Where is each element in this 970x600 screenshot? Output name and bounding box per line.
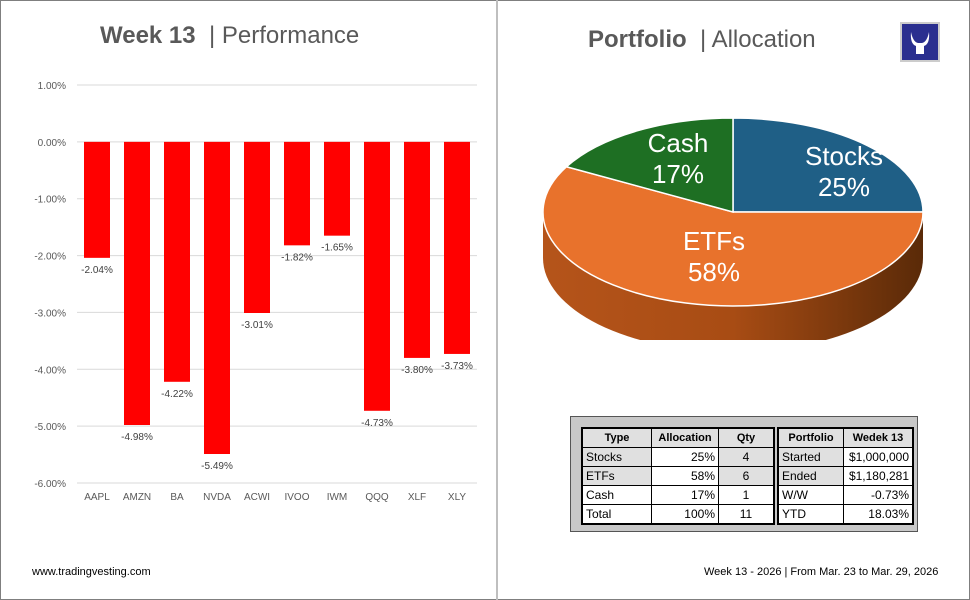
cell: ETFs — [581, 466, 652, 486]
performance-title: Week 13 | Performance — [100, 22, 360, 49]
bar-amzn — [124, 141, 150, 426]
performance-bar-chart: 1.00% 0.00% -1.00% -2.00% -3.00% -4.00% -5.00%… — [34, 81, 477, 503]
x-tick-label: IVOO — [284, 492, 309, 503]
x-tick-label: ACWI — [244, 492, 270, 503]
y-tick-label: 0.00% — [38, 138, 66, 149]
bull-logo — [900, 22, 940, 62]
x-tick-label: AAPL — [84, 492, 110, 503]
cell: Total — [581, 504, 652, 525]
data-label: -4.98% — [121, 432, 153, 443]
x-tick-label: NVDA — [203, 492, 231, 503]
table-row: Stocks 25% 4 — [581, 447, 775, 467]
table-row: W/W -0.73% — [777, 485, 914, 505]
cell: W/W — [777, 485, 844, 505]
cell: 6 — [718, 466, 775, 486]
bar-nvda — [204, 141, 230, 455]
data-label: -1.82% — [281, 252, 313, 263]
pie-slice-cash — [564, 117, 734, 213]
panel-divider — [496, 0, 498, 600]
website-footer: www.tradingvesting.com — [32, 566, 151, 578]
x-tick-label: AMZN — [123, 492, 151, 503]
bar-qqq — [364, 141, 390, 411]
table-row: YTD 18.03% — [777, 504, 914, 525]
x-tick-label: IWM — [327, 492, 348, 503]
portfolio-table: Portfolio Wedek 13 Started $1,000,000 Ende… — [777, 427, 914, 525]
cell: 11 — [718, 504, 775, 525]
allocation-title: Portfolio | Allocation — [588, 26, 816, 53]
cell: 18.03% — [843, 504, 914, 525]
bar-acwi — [244, 141, 270, 313]
x-tick-label: XLY — [448, 492, 466, 503]
x-tick-label: BA — [170, 492, 184, 503]
y-tick-label: -5.00% — [34, 422, 66, 433]
y-tick-label: -2.00% — [34, 252, 66, 263]
col-header: Portfolio — [777, 427, 844, 448]
bar-iwm — [324, 141, 350, 236]
data-label: -2.04% — [81, 265, 113, 276]
pie-label-name: Stocks — [805, 141, 883, 171]
cell: Stocks — [581, 447, 652, 467]
pie-slice-stocks — [732, 117, 924, 213]
x-tick-label: QQQ — [365, 492, 389, 503]
pie-label-name: ETFs — [683, 226, 745, 256]
pie-label-value: 25% — [818, 172, 870, 202]
data-label: -5.49% — [201, 461, 233, 472]
pie-slice-etfs — [542, 165, 924, 307]
table-row: Cash 17% 1 — [581, 485, 775, 505]
data-label: -4.73% — [361, 418, 393, 429]
col-header: Type — [581, 427, 652, 448]
y-tick-label: -6.00% — [34, 479, 66, 490]
bar-xlf — [404, 141, 430, 358]
table-row: Ended $1,180,281 — [777, 466, 914, 486]
bar-ba — [164, 141, 190, 382]
cell: YTD — [777, 504, 844, 525]
date-range-footer: Week 13 - 2026 | From Mar. 23 to Mar. 29… — [704, 566, 939, 578]
bar-ivoo — [284, 141, 310, 246]
y-tick-label: -1.00% — [34, 195, 66, 206]
data-label: -3.01% — [241, 320, 273, 331]
cell: 4 — [718, 447, 775, 467]
table-row: Total 100% 11 — [581, 504, 775, 525]
pie-label-value: 58% — [688, 257, 740, 287]
col-header: Qty — [718, 427, 775, 448]
col-header: Wedek 13 — [843, 427, 914, 448]
table-row: Started $1,000,000 — [777, 447, 914, 467]
cell: Started — [777, 447, 844, 467]
col-header: Allocation — [651, 427, 719, 448]
data-label: -3.73% — [441, 361, 473, 372]
data-label: -1.65% — [321, 243, 353, 254]
bar-aapl — [84, 141, 110, 258]
cell: 58% — [651, 466, 719, 486]
allocation-table: Type Allocation Qty Stocks 25% 4 ETFs 58% 6 Ca… — [581, 427, 775, 525]
cell: 100% — [651, 504, 719, 525]
data-label: -4.22% — [161, 389, 193, 400]
pie-label-name: Cash — [648, 128, 709, 158]
table-row: ETFs 58% 6 — [581, 466, 775, 486]
bull-icon — [910, 32, 930, 54]
cell: 1 — [718, 485, 775, 505]
y-tick-label: -3.00% — [34, 308, 66, 319]
bar-xly — [444, 141, 470, 354]
cell: Ended — [777, 466, 844, 486]
summary-tables: Type Allocation Qty Stocks 25% 4 ETFs 58% 6 Ca… — [570, 416, 918, 532]
x-tick-label: XLF — [408, 492, 426, 503]
cell: $1,000,000 — [843, 447, 914, 467]
pie-label-value: 17% — [652, 159, 704, 189]
cell: Cash — [581, 485, 652, 505]
data-label: -3.80% — [401, 365, 433, 376]
y-tick-label: 1.00% — [38, 81, 66, 92]
cell: $1,180,281 — [843, 466, 914, 486]
cell: 25% — [651, 447, 719, 467]
y-tick-label: -4.00% — [34, 365, 66, 376]
cell: 17% — [651, 485, 719, 505]
cell: -0.73% — [843, 485, 914, 505]
